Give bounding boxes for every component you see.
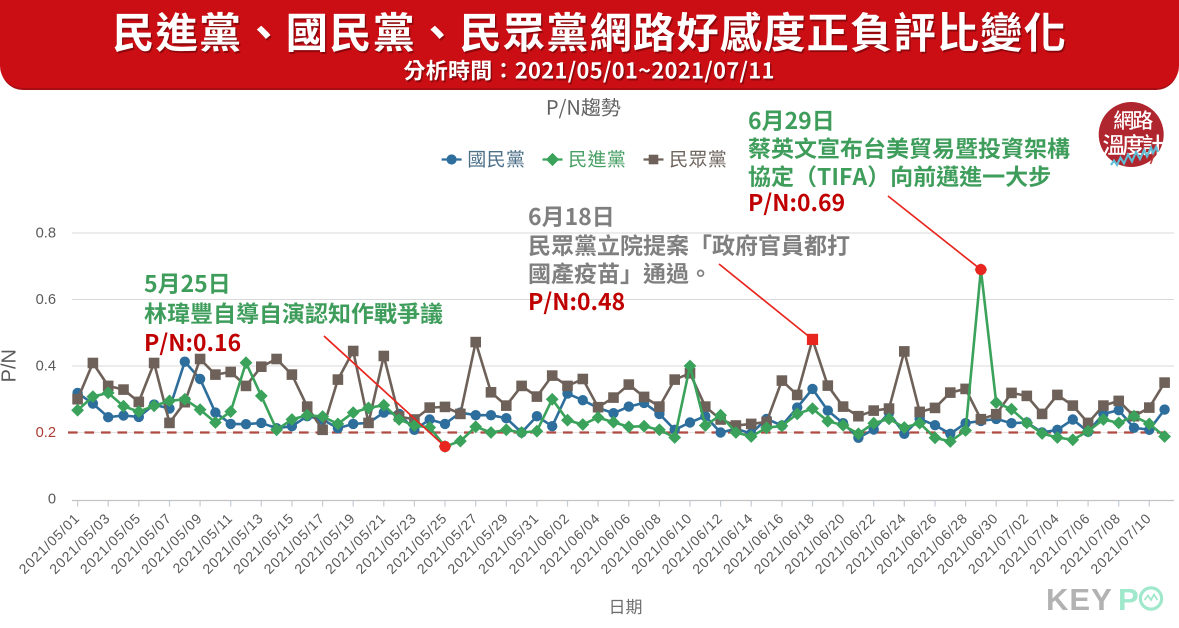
svg-text:P: P <box>1118 582 1139 617</box>
svg-text:0.4: 0.4 <box>36 358 56 374</box>
svg-text:0.8: 0.8 <box>36 225 56 241</box>
svg-text:0.6: 0.6 <box>36 292 56 308</box>
svg-text:KEY: KEY <box>1046 582 1113 617</box>
svg-text:0: 0 <box>48 491 56 507</box>
svg-text:0.2: 0.2 <box>36 425 56 441</box>
svg-text:P/N: P/N <box>0 349 21 382</box>
